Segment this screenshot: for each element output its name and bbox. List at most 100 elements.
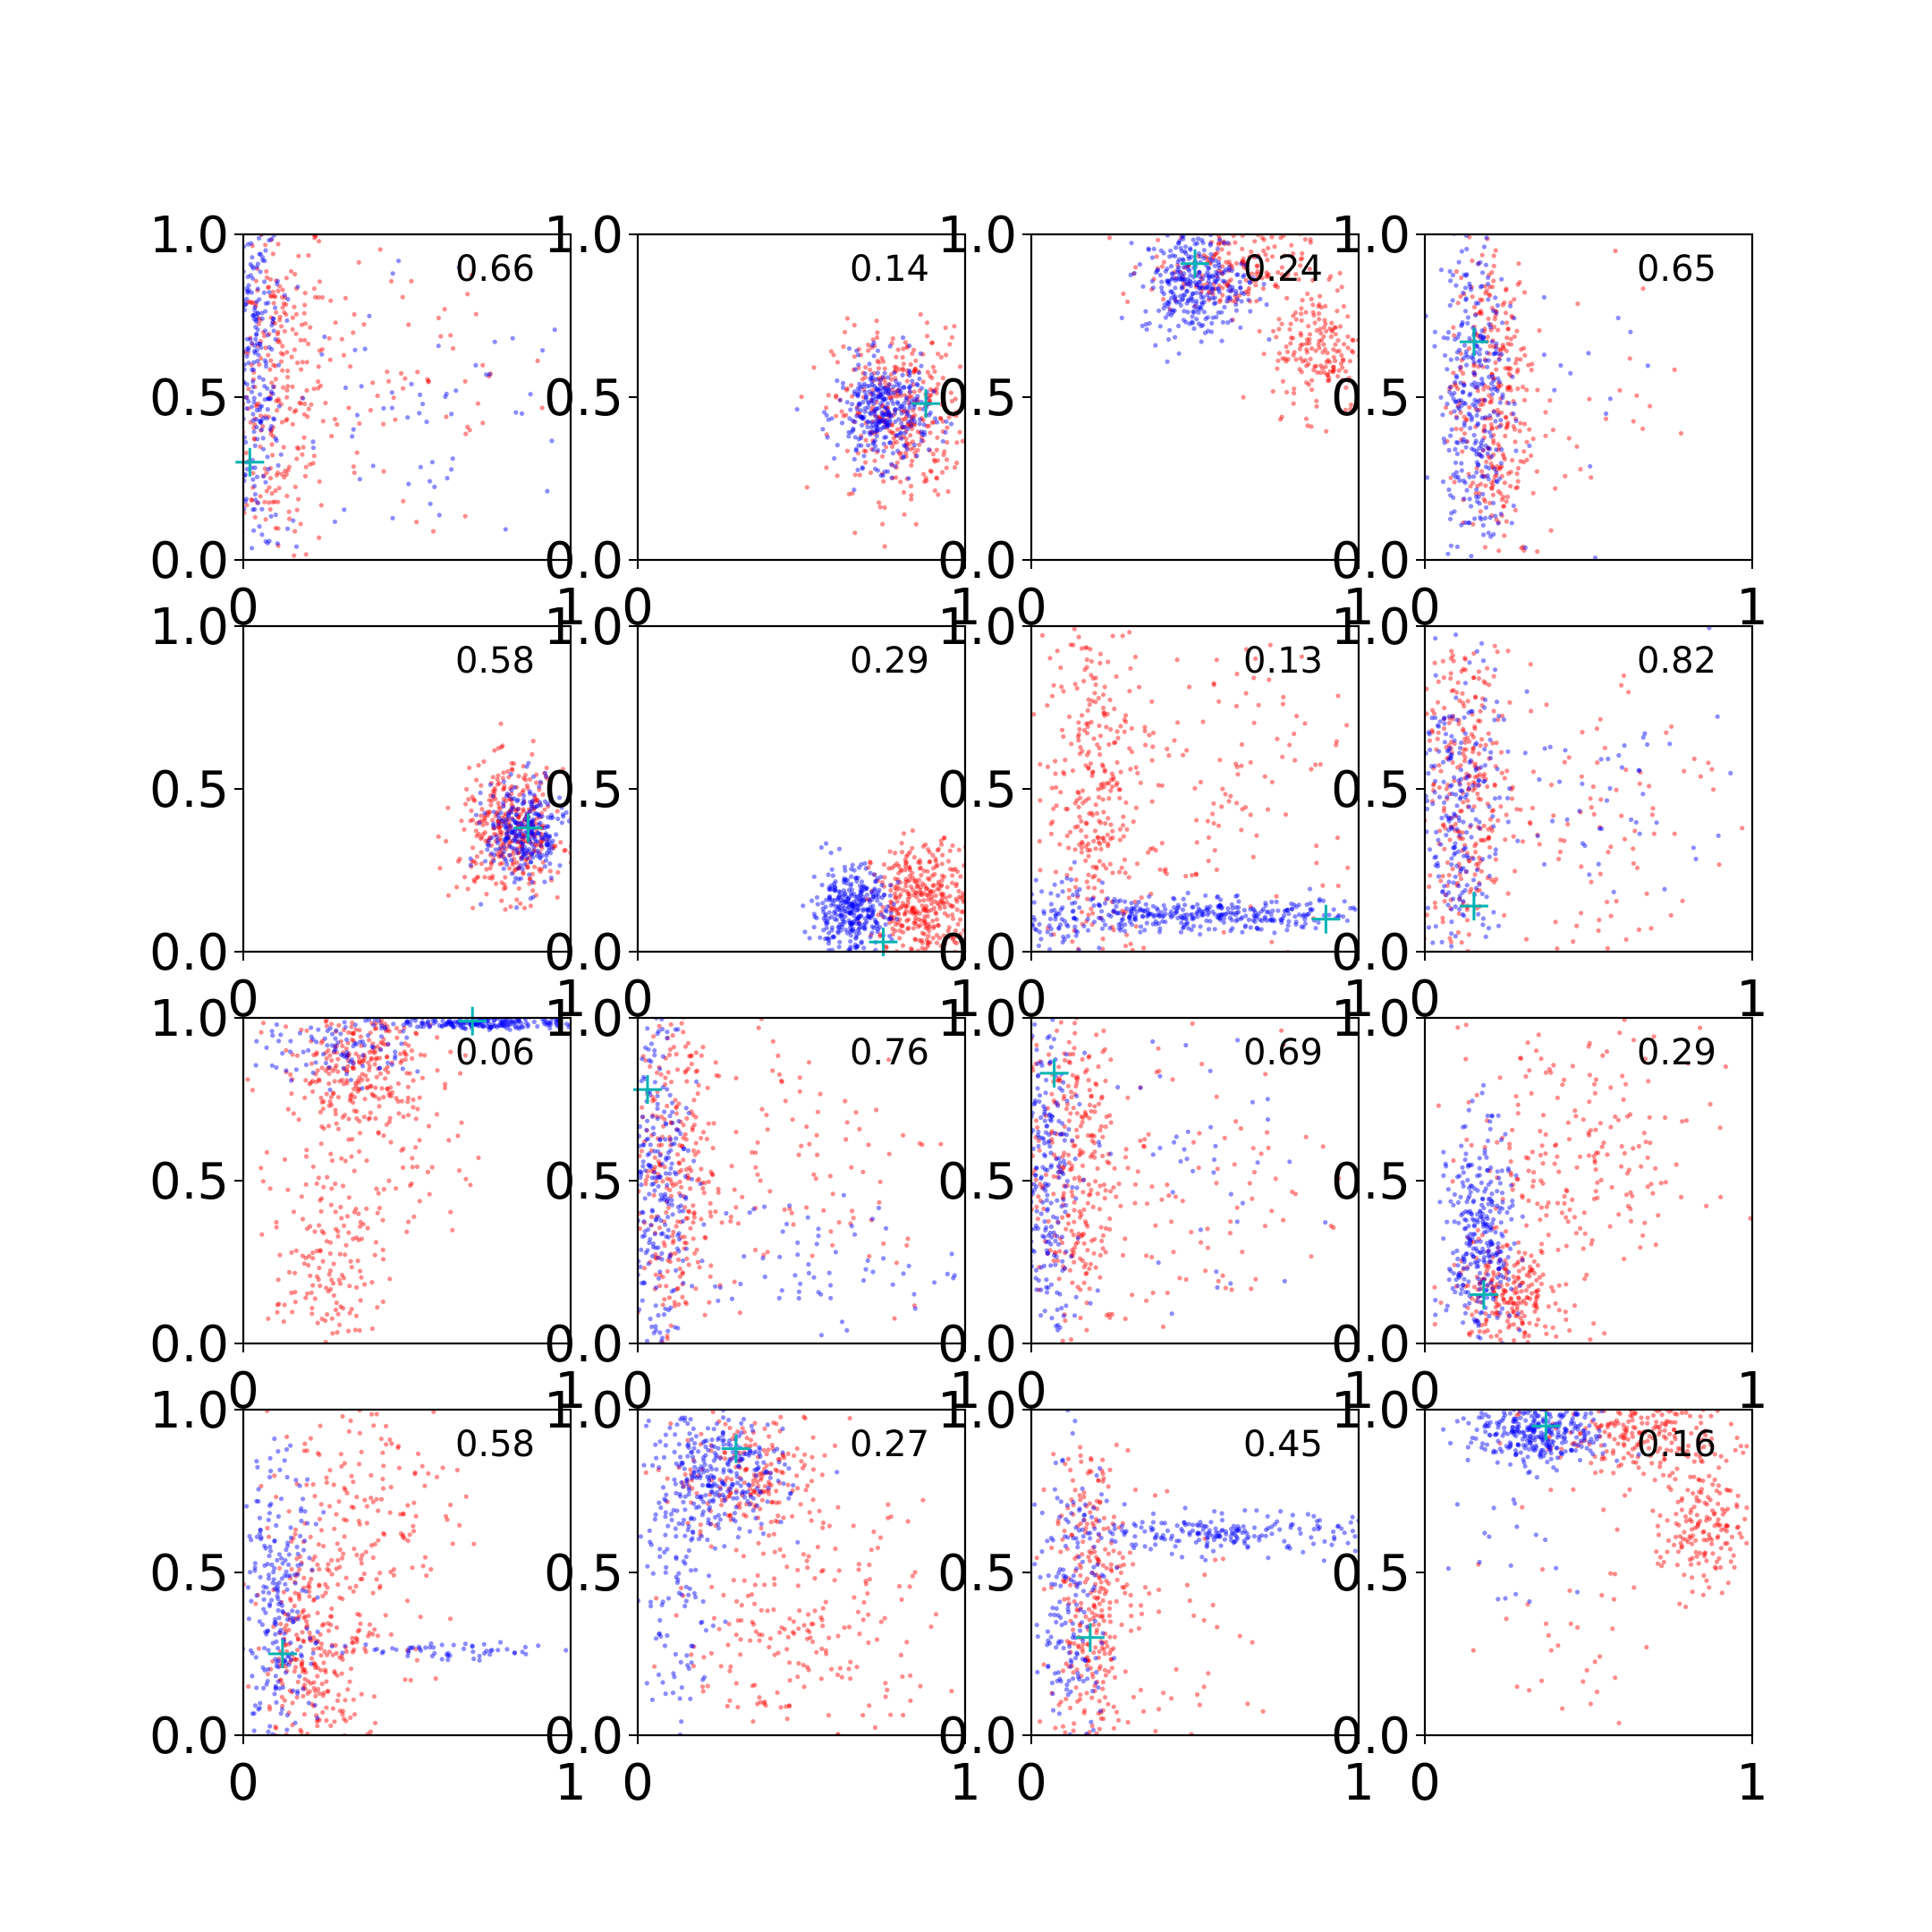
point-blue xyxy=(518,834,523,840)
point-blue xyxy=(1064,922,1070,928)
point-blue xyxy=(1461,290,1466,295)
point-red xyxy=(470,859,475,864)
point-red xyxy=(1298,263,1303,268)
point-blue xyxy=(1446,487,1452,493)
point-blue xyxy=(824,841,829,846)
point-blue xyxy=(1293,921,1299,928)
point-red xyxy=(513,835,519,840)
point-red xyxy=(503,885,508,891)
point-blue xyxy=(1155,907,1161,913)
point-blue xyxy=(1161,902,1166,908)
point-blue xyxy=(1214,269,1219,275)
point-red xyxy=(304,360,309,365)
point-red xyxy=(917,911,922,916)
point-red xyxy=(516,851,521,856)
point-blue xyxy=(882,892,887,898)
point-red xyxy=(880,471,886,477)
point-blue xyxy=(547,834,553,839)
point-blue xyxy=(542,879,547,885)
point-red xyxy=(896,886,902,892)
point-blue xyxy=(918,351,923,356)
point-red xyxy=(1466,932,1471,937)
point-red xyxy=(274,472,279,478)
point-red xyxy=(488,792,494,799)
point-red xyxy=(898,451,903,456)
point-red xyxy=(1038,798,1043,803)
point-blue xyxy=(852,435,858,440)
point-blue xyxy=(858,408,864,413)
point-red xyxy=(275,337,281,343)
point-blue xyxy=(1214,277,1219,283)
point-blue xyxy=(1225,240,1231,246)
point-red xyxy=(1102,684,1107,690)
point-red xyxy=(910,870,915,876)
point-blue xyxy=(1176,257,1182,262)
point-blue xyxy=(492,825,497,830)
point-red xyxy=(1499,464,1504,470)
point-blue xyxy=(1218,897,1224,902)
point-red xyxy=(911,389,917,394)
point-red xyxy=(1535,549,1540,555)
point-red xyxy=(490,818,496,823)
point-red xyxy=(381,469,386,474)
point-red xyxy=(258,338,264,344)
point-blue xyxy=(1144,326,1149,332)
point-blue xyxy=(1462,400,1467,405)
point-blue xyxy=(868,870,873,876)
point-red xyxy=(834,413,839,419)
point-red xyxy=(1508,336,1513,342)
point-red xyxy=(499,815,505,821)
point-blue xyxy=(846,895,852,901)
point-red xyxy=(284,416,290,422)
point-blue xyxy=(1157,929,1163,935)
point-red xyxy=(888,882,894,888)
point-red xyxy=(1084,879,1089,885)
point-blue xyxy=(886,382,892,387)
point-red xyxy=(267,394,272,400)
point-blue xyxy=(836,894,842,900)
point-red xyxy=(919,416,925,421)
point-blue xyxy=(884,412,889,418)
point-red xyxy=(292,529,298,534)
point-red xyxy=(1252,239,1258,244)
point-blue xyxy=(249,241,254,246)
point-red xyxy=(279,294,285,300)
point-red xyxy=(878,910,884,915)
point-blue xyxy=(863,886,869,892)
point-red xyxy=(913,911,919,917)
point-red xyxy=(1122,729,1127,734)
point-red xyxy=(352,311,357,318)
point-blue xyxy=(867,899,873,905)
point-blue xyxy=(837,921,843,927)
point-blue xyxy=(906,476,911,481)
point-blue xyxy=(1140,914,1146,919)
point-blue xyxy=(264,416,269,421)
point-blue xyxy=(1168,312,1174,318)
point-red xyxy=(1230,298,1235,303)
point-red xyxy=(1473,407,1479,412)
point-blue xyxy=(1136,899,1141,905)
point-red xyxy=(501,802,506,809)
point-red xyxy=(919,952,924,956)
point-red xyxy=(1104,781,1109,786)
point-blue xyxy=(1448,543,1453,548)
point-blue xyxy=(1069,877,1074,883)
point-blue xyxy=(1463,349,1469,354)
point-red xyxy=(926,933,931,939)
point-blue xyxy=(1254,913,1260,919)
point-red xyxy=(296,253,301,258)
point-red xyxy=(272,293,277,299)
point-red xyxy=(1504,287,1509,292)
point-red xyxy=(284,312,289,318)
point-red xyxy=(1335,374,1341,379)
y-tick-label: 0.5 xyxy=(1331,369,1411,428)
point-red xyxy=(1506,365,1512,370)
point-red xyxy=(897,928,902,934)
point-red xyxy=(1448,675,1453,682)
point-red xyxy=(474,875,479,881)
point-blue xyxy=(893,419,898,425)
point-red xyxy=(268,358,274,363)
point-red xyxy=(852,472,858,478)
point-red xyxy=(909,421,914,428)
point-blue xyxy=(826,916,832,921)
